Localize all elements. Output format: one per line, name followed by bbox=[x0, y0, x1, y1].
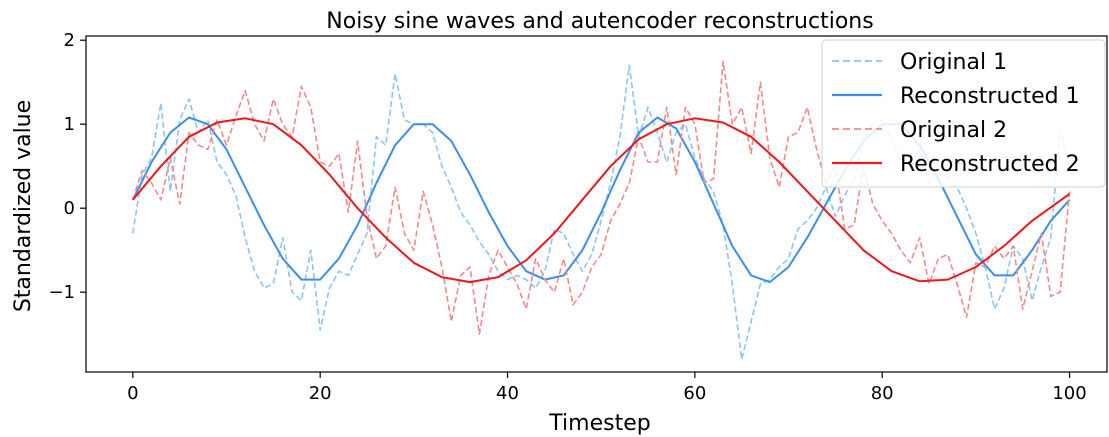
x-tick-label: 40 bbox=[496, 383, 519, 404]
chart-title: Noisy sine waves and autencoder reconstr… bbox=[326, 9, 873, 34]
y-tick-label: −1 bbox=[48, 282, 75, 303]
legend-label: Original 2 bbox=[900, 118, 1007, 143]
legend: Original 1 Reconstructed 1 Original 2 Recon… bbox=[821, 39, 1106, 188]
legend-entries: Original 1 Reconstructed 1 Original 2 Recon… bbox=[832, 50, 1080, 177]
x-tick-label: 60 bbox=[683, 383, 706, 404]
x-axis-label: Timestep bbox=[548, 411, 650, 436]
y-tick-label: 0 bbox=[64, 198, 75, 219]
x-tick-label: 0 bbox=[127, 383, 138, 404]
legend-label: Reconstructed 1 bbox=[900, 84, 1080, 109]
legend-label: Original 1 bbox=[900, 50, 1007, 75]
x-tick-label: 80 bbox=[871, 383, 894, 404]
series-line-3 bbox=[132, 60, 1071, 336]
axes bbox=[85, 35, 1108, 373]
y-axis-label: Standardized value bbox=[11, 100, 36, 312]
x-tick-label: 20 bbox=[309, 383, 332, 404]
series-line-4 bbox=[132, 117, 1071, 284]
x-tick-label: 100 bbox=[1052, 383, 1086, 404]
legend-box bbox=[821, 39, 1106, 188]
y-tick-label: 1 bbox=[64, 114, 75, 135]
ticks-layer: 0 20 40 60 80 100 −1 0 1 2 bbox=[48, 30, 1086, 404]
legend-label: Reconstructed 2 bbox=[900, 152, 1080, 177]
plot-frame bbox=[85, 35, 1108, 373]
y-tick-label: 2 bbox=[64, 30, 75, 51]
